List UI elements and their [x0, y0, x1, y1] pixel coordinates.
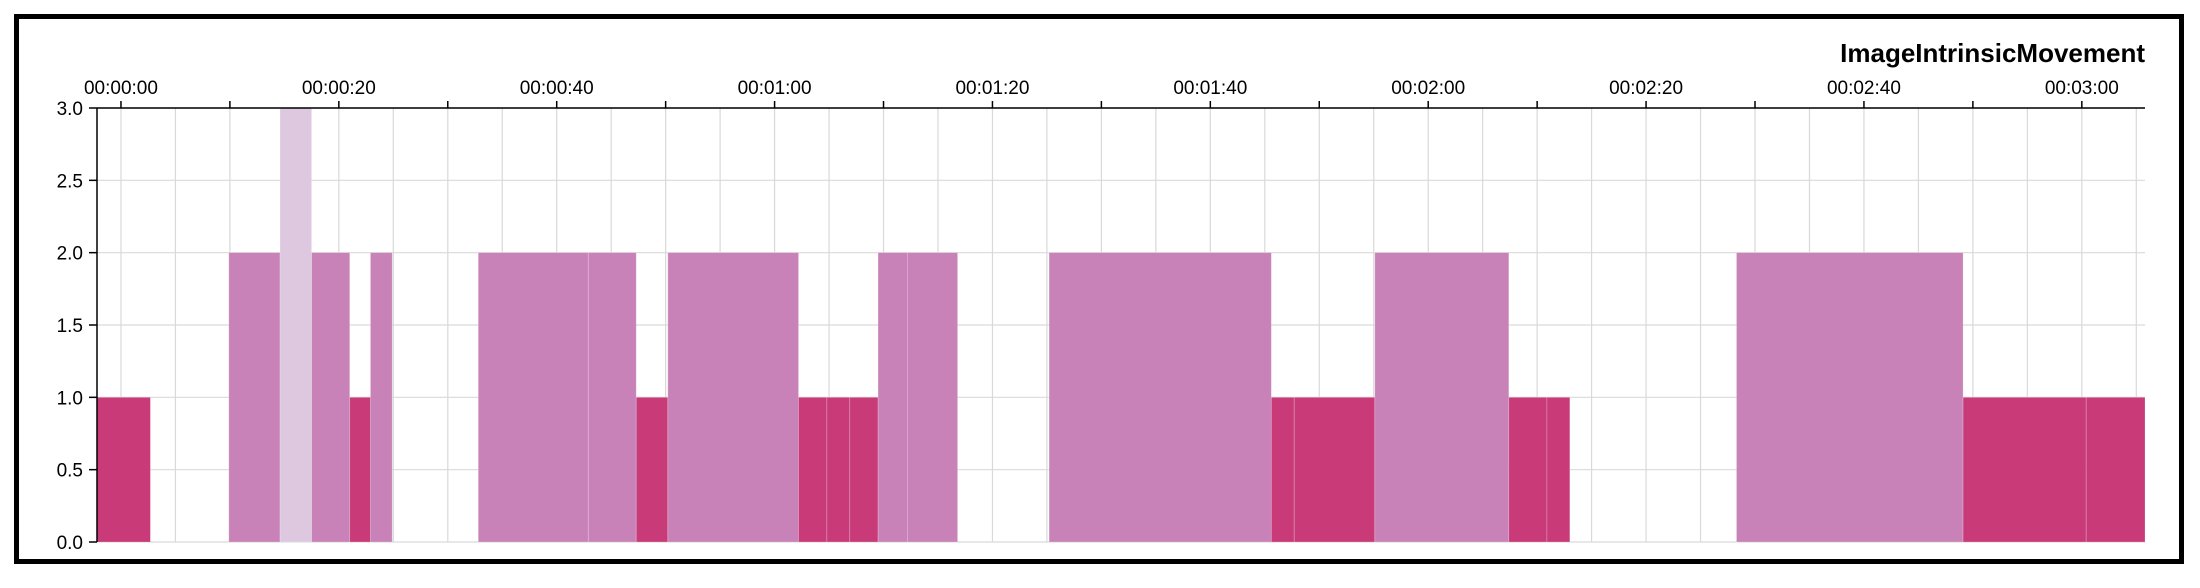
bar-segment — [2085, 396, 2146, 543]
x-tick-label: 00:02:40 — [1827, 78, 1901, 99]
x-tick-label: 00:02:00 — [1391, 78, 1465, 99]
bar-segment — [96, 396, 151, 543]
bar-segment — [349, 396, 371, 543]
bar-segment — [1508, 396, 1548, 543]
y-tick-label: 0.0 — [57, 533, 83, 554]
x-tick-label: 00:00:00 — [84, 78, 158, 99]
bar-segment — [279, 107, 313, 543]
bar-segment — [826, 396, 851, 543]
x-tick-label: 00:03:00 — [2045, 78, 2119, 99]
x-tick-label: 00:00:20 — [302, 78, 376, 99]
bar-segment — [477, 252, 589, 543]
bar-segment — [587, 252, 637, 543]
bar-segment — [228, 252, 281, 543]
y-tick-label: 0.5 — [57, 461, 83, 482]
chart-svg: 00:00:00 00:00:20 00:00:40 00:01:00 00:01:20… — [57, 38, 2146, 554]
x-tick-label: 00:01:40 — [1173, 78, 1247, 99]
x-tick-label: 00:01:00 — [738, 78, 812, 99]
bar-segment — [667, 252, 799, 543]
bar-segment — [1962, 396, 2087, 543]
bar-segment — [877, 252, 908, 543]
chart-frame: 00:00:00 00:00:20 00:00:40 00:01:00 00:01:20… — [14, 14, 2184, 564]
bar-segment — [1374, 252, 1510, 543]
bar-segment — [907, 252, 958, 543]
y-tick-label: 1.5 — [57, 316, 83, 337]
y-tick-label: 2.0 — [57, 244, 83, 265]
bar-segment — [311, 252, 351, 543]
bar-segment — [1546, 396, 1571, 543]
y-tick-label: 1.0 — [57, 388, 83, 409]
y-tick-label: 2.5 — [57, 171, 83, 192]
bar-segment — [1736, 252, 1964, 543]
bar-segment — [635, 396, 669, 543]
bar-segment — [1270, 396, 1295, 543]
x-tick-label: 00:02:20 — [1609, 78, 1683, 99]
x-tick-label: 00:00:40 — [520, 78, 594, 99]
bar-layer — [96, 107, 2146, 543]
bar-segment — [1048, 252, 1272, 543]
bar-segment — [798, 396, 828, 543]
bar-segment — [849, 396, 879, 543]
axis-layer: 00:00:00 00:00:20 00:00:40 00:01:00 00:01:20… — [57, 78, 2145, 554]
bar-segment — [370, 252, 393, 543]
x-tick-label: 00:01:20 — [955, 78, 1029, 99]
y-tick-label: 3.0 — [57, 99, 83, 120]
bar-segment — [1293, 396, 1376, 543]
chart-title: ImageIntrinsicMovement — [1840, 38, 2145, 68]
